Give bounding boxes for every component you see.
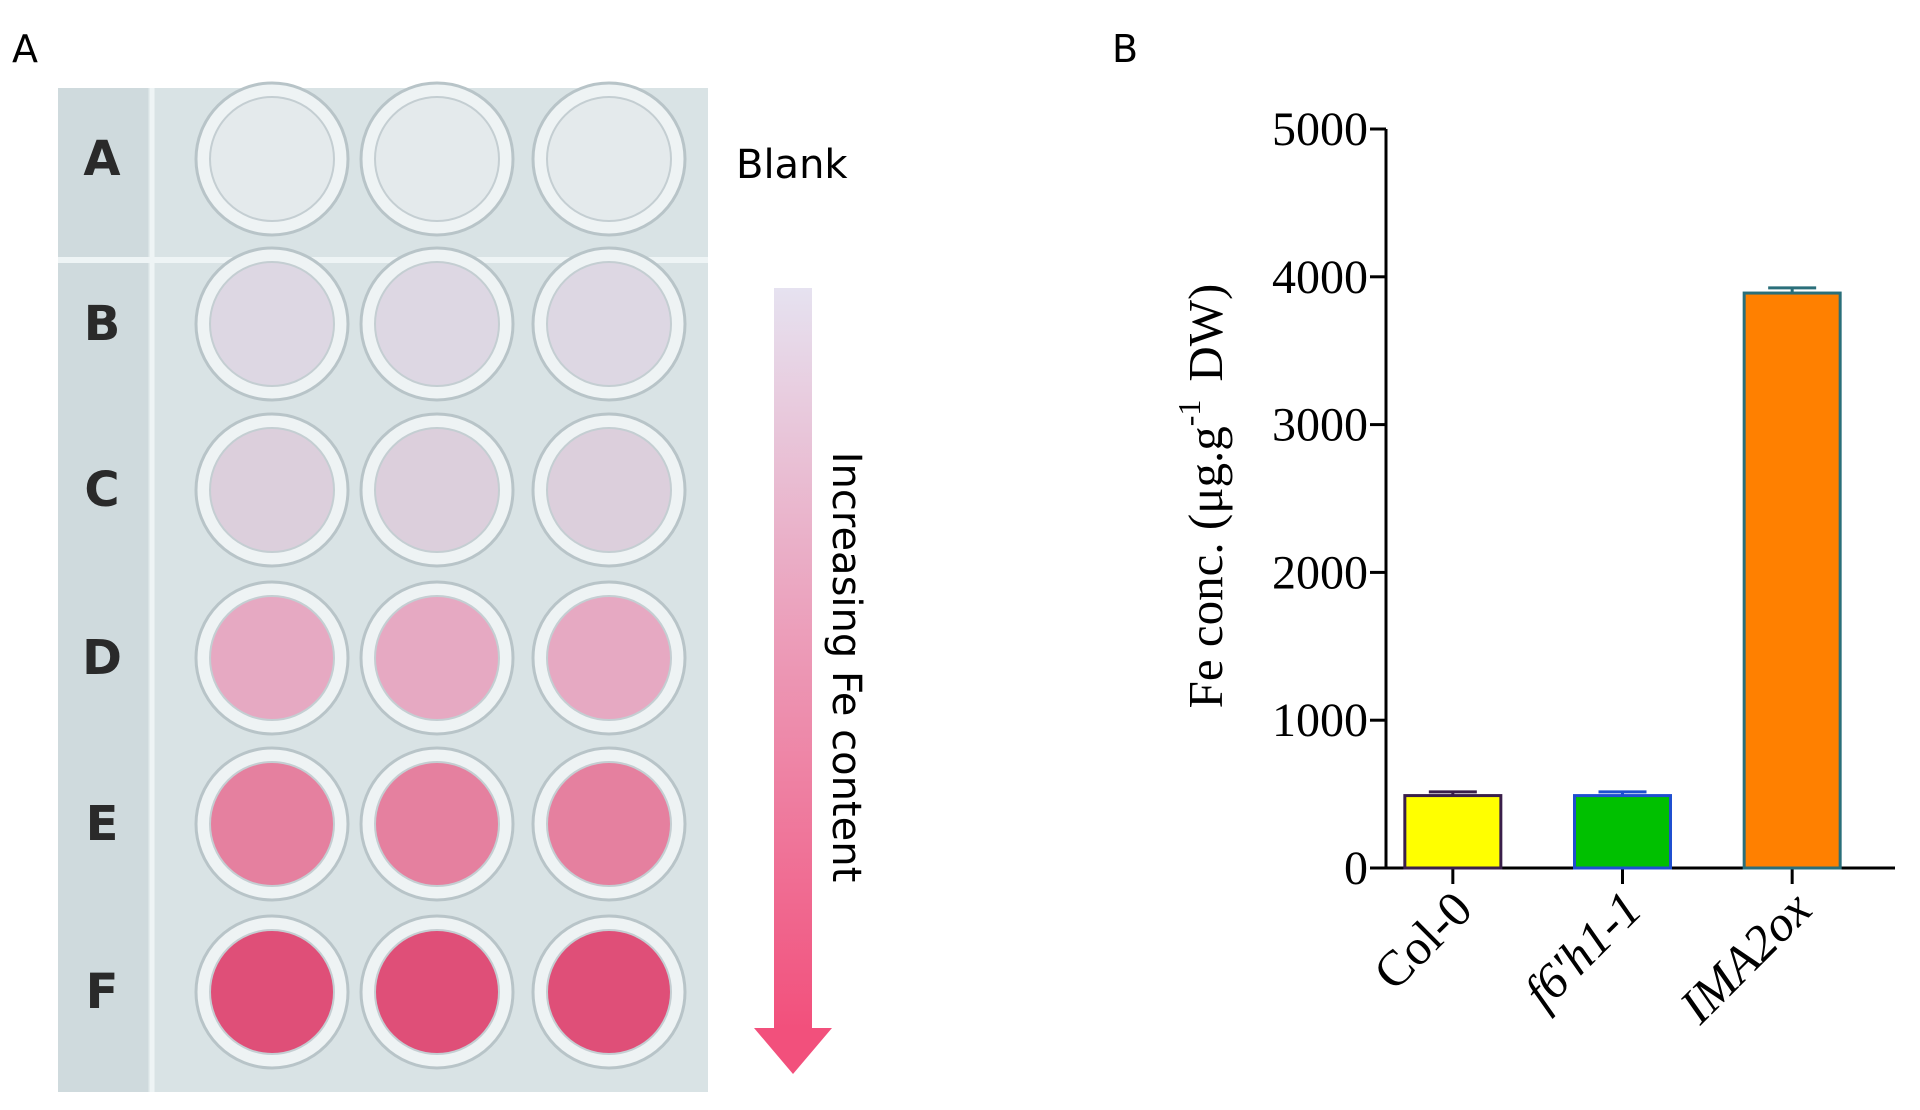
row-label: A: [83, 131, 120, 187]
well: [374, 929, 500, 1055]
well: [374, 261, 500, 387]
y-tick-label: 0: [1344, 842, 1368, 895]
well: [546, 261, 672, 387]
well: [209, 427, 335, 553]
well: [374, 595, 500, 721]
well: [546, 96, 672, 222]
well: [209, 595, 335, 721]
well: [209, 761, 335, 887]
row-label: E: [86, 796, 119, 852]
bar: [1403, 794, 1503, 870]
gradient-arrow: [774, 288, 812, 1028]
well: [374, 96, 500, 222]
plate-photo: [58, 81, 708, 1092]
y-tick-label: 5000: [1272, 103, 1368, 156]
well: [374, 761, 500, 887]
y-axis-label: Fe conc. (μg.g-1 DW): [1171, 284, 1233, 709]
y-tick-label: 2000: [1272, 546, 1368, 599]
y-tick-label: 3000: [1272, 399, 1368, 452]
x-tick-label: Col-0: [1362, 880, 1482, 1000]
y-tick-label: 1000: [1272, 694, 1368, 747]
arrow-head: [754, 1028, 832, 1074]
well: [546, 595, 672, 721]
panel-label: A: [12, 27, 38, 71]
blank-label: Blank: [736, 142, 848, 188]
y-tick-label: 4000: [1272, 251, 1368, 304]
panel-label: B: [1112, 27, 1138, 71]
y-label-tail: DW): [1178, 284, 1233, 382]
well: [209, 96, 335, 222]
well: [546, 929, 672, 1055]
row-label: B: [84, 296, 121, 352]
y-label-sup: -1: [1171, 400, 1207, 427]
row-label: C: [84, 462, 119, 518]
well: [374, 427, 500, 553]
well: [546, 427, 672, 553]
arrow-label: Increasing Fe content: [823, 452, 869, 883]
bar: [1742, 291, 1842, 870]
well: [209, 261, 335, 387]
row-label: F: [86, 964, 119, 1020]
y-label-text: Fe conc. (μg.g: [1178, 426, 1233, 708]
x-tick-label: f6'h1-1: [1513, 880, 1652, 1019]
well: [209, 929, 335, 1055]
bar: [1573, 794, 1672, 870]
plate-strip: [58, 88, 148, 1092]
well: [546, 761, 672, 887]
x-tick-label: IMA2ox: [1668, 880, 1822, 1034]
row-label: D: [82, 630, 122, 686]
